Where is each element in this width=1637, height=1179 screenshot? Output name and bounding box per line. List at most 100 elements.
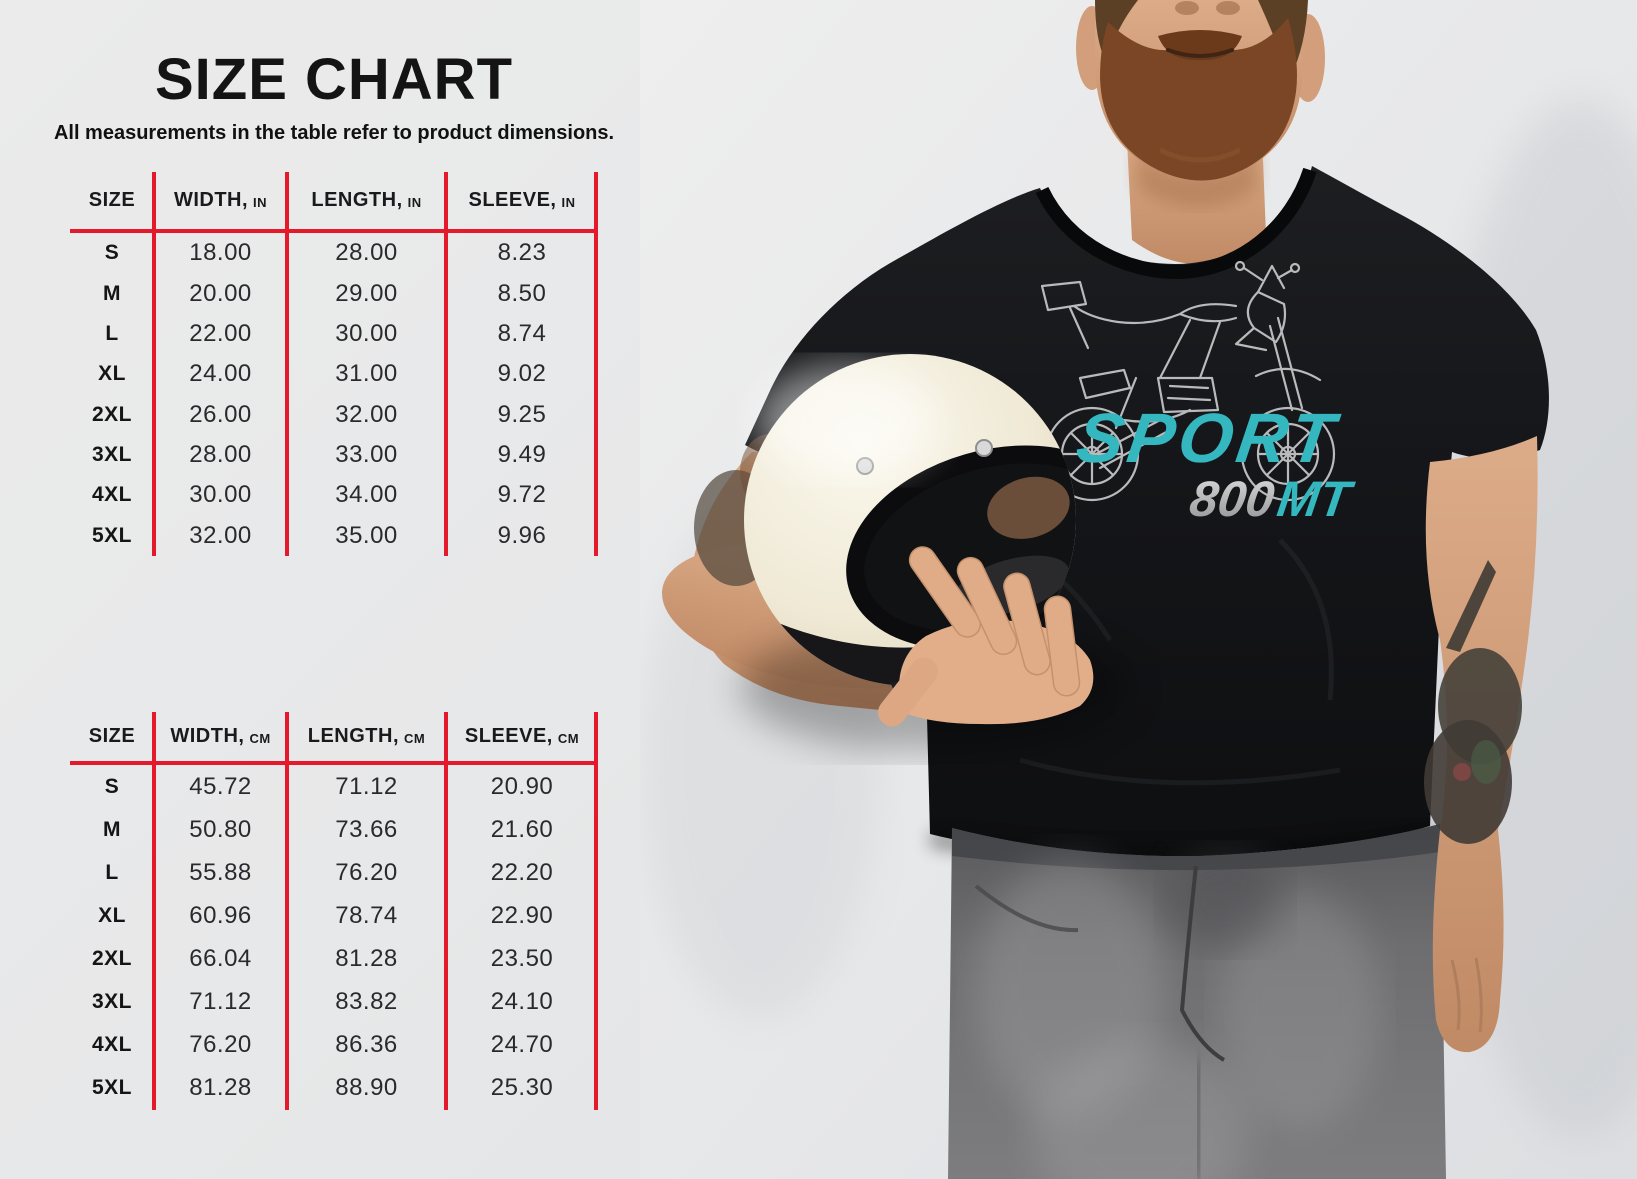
collar [1035, 167, 1317, 280]
column-header: SIZE [70, 712, 154, 761]
value-cell: 20.00 [189, 279, 252, 307]
helmet-interior-padding [987, 476, 1070, 539]
value-cell: 78.74 [335, 901, 398, 929]
column-header-label: SIZE [88, 189, 136, 211]
shirt-model-suffix-text: MT [1274, 471, 1358, 527]
face [1076, 0, 1325, 181]
table-row: L 55.88 76.20 22.20 [70, 851, 598, 894]
column-header-unit: IN [407, 195, 422, 210]
beard-chin-highlight [1158, 147, 1242, 163]
value-cell: 81.28 [189, 1074, 252, 1102]
value-cell: 45.72 [189, 772, 252, 800]
tattoo-green-detail [1471, 740, 1501, 784]
value-cell: 83.82 [335, 988, 398, 1016]
value-cell: 35.00 [335, 521, 398, 549]
size-cell: L [105, 321, 119, 345]
size-chart-panel: SIZE CHART All measurements in the table… [0, 0, 640, 1179]
table-row: S 45.72 71.12 20.90 [70, 765, 598, 808]
beard [1100, 18, 1297, 181]
value-cell: 9.96 [497, 521, 547, 549]
tattoo-dagger [1446, 560, 1496, 652]
column-header-unit: CM [557, 731, 580, 746]
right-arm [1424, 436, 1538, 1053]
table-row: 2XL 66.04 81.28 23.50 [70, 938, 598, 981]
column-header: WIDTH, CM [154, 712, 287, 761]
finger-line [1450, 957, 1483, 1033]
table-header-row: SIZE WIDTH, CM LENGTH, CM SLEEVE, CM [70, 712, 598, 761]
shirt-fold [1278, 538, 1334, 701]
column-header-label: SLEEVE, [464, 725, 553, 747]
value-cell: 76.20 [335, 858, 398, 886]
value-cell: 24.70 [490, 1031, 554, 1059]
table-row: 5XL 81.28 88.90 25.30 [70, 1067, 598, 1110]
finger [956, 556, 1018, 656]
shirt-model-number-text: 800 [1187, 471, 1278, 527]
value-cell: 23.50 [490, 945, 554, 973]
value-cell: 22.20 [490, 858, 554, 886]
value-cell: 30.00 [189, 481, 252, 509]
size-table-centimeters: SIZE WIDTH, CM LENGTH, CM SLEEVE, CM S 45.72 71.… [70, 712, 598, 1110]
value-cell: 71.12 [335, 772, 398, 800]
value-cell: 81.28 [335, 945, 398, 973]
column-header-label: LENGTH, [311, 189, 403, 211]
table-row: 2XL 26.00 32.00 9.25 [70, 395, 598, 435]
page-subtitle: All measurements in the table refer to p… [53, 122, 615, 144]
man: SPORT 800 MT [661, 0, 1549, 1179]
column-header-unit: IN [561, 195, 576, 210]
table-body: S 18.00 28.00 8.23 M 20.00 29.00 8.50 L 22.00 30.0… [70, 233, 598, 556]
size-cell: S [104, 241, 120, 265]
value-cell: 30.00 [335, 319, 398, 347]
table-grid-line-vertical [152, 712, 156, 1110]
jeans-fly-seam [1179, 865, 1226, 1062]
table-row: XL 24.00 31.00 9.02 [70, 354, 598, 394]
table-grid-line-vertical [444, 712, 448, 1110]
value-cell: 25.30 [490, 1074, 554, 1102]
column-header-unit: CM [404, 731, 426, 746]
shirt-brand-text: SPORT [1072, 398, 1344, 477]
size-table-inches: SIZE WIDTH, IN LENGTH, IN SLEEVE, IN S 18.00 28.… [70, 172, 598, 556]
size-cell: M [103, 281, 121, 305]
table-body: S 45.72 71.12 20.90 M 50.80 73.66 21.60 L 55.88 76… [70, 765, 598, 1110]
table-row: L 22.00 30.00 8.74 [70, 314, 598, 354]
table-header-row: SIZE WIDTH, IN LENGTH, IN SLEEVE, IN [70, 172, 598, 229]
value-cell: 20.90 [490, 772, 554, 800]
column-header: SLEEVE, CM [446, 712, 598, 761]
value-cell: 29.00 [335, 279, 398, 307]
column-header: SIZE [70, 172, 154, 229]
value-cell: 32.00 [335, 400, 398, 428]
table-row: XL 60.96 78.74 22.90 [70, 894, 598, 937]
value-cell: 9.25 [497, 400, 547, 428]
column-header-unit: IN [253, 195, 268, 210]
jeans [948, 824, 1446, 1179]
nostril-shading [1175, 1, 1199, 15]
size-cell: 5XL [91, 1076, 132, 1100]
column-header: LENGTH, IN [287, 172, 446, 229]
column-header-label: SLEEVE, [468, 189, 557, 211]
column-header-label: WIDTH, [173, 189, 249, 211]
table-row: 4XL 30.00 34.00 9.72 [70, 475, 598, 515]
value-cell: 28.00 [335, 239, 398, 267]
finger [1003, 572, 1051, 676]
value-cell: 8.74 [497, 319, 547, 347]
column-header-unit: CM [249, 731, 271, 746]
size-cell: S [104, 774, 120, 798]
value-cell: 22.00 [189, 319, 252, 347]
value-cell: 66.04 [189, 945, 252, 973]
size-cell: 3XL [91, 990, 132, 1014]
value-cell: 60.96 [189, 901, 252, 929]
helmet-highlight [754, 364, 938, 476]
value-cell: 86.36 [335, 1031, 398, 1059]
value-cell: 55.88 [189, 858, 252, 886]
value-cell: 22.90 [490, 901, 554, 929]
value-cell: 18.00 [189, 239, 252, 267]
size-cell: 5XL [91, 523, 132, 547]
lips [1166, 48, 1234, 58]
value-cell: 24.00 [189, 360, 252, 388]
table-row: M 50.80 73.66 21.60 [70, 808, 598, 851]
value-cell: 28.00 [189, 441, 252, 469]
column-header: LENGTH, CM [287, 712, 446, 761]
value-cell: 8.50 [497, 279, 547, 307]
jeans-leg-shadow [1191, 1059, 1206, 1179]
size-cell: M [103, 817, 121, 841]
